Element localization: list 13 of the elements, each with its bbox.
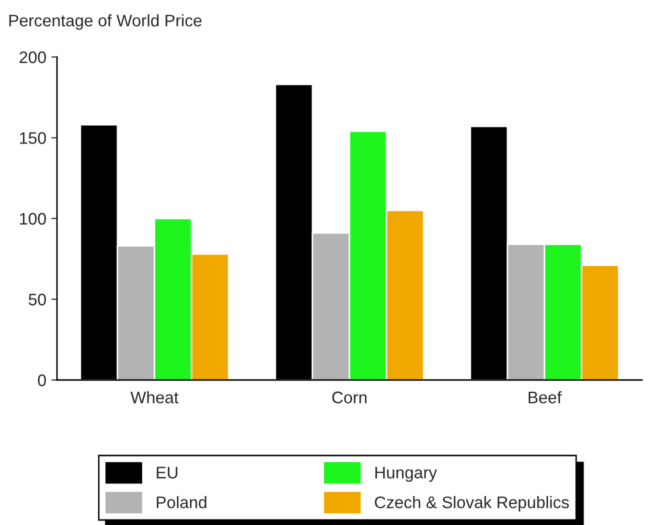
legend-label: Poland [156, 496, 206, 508]
legend-label: EU [156, 466, 178, 478]
y-tick-label: 100 [20, 212, 46, 225]
y-tick-label: 200 [20, 51, 46, 64]
x-tick-label: Wheat [130, 391, 178, 404]
y-tick-label: 0 [38, 374, 46, 386]
legend-label: Czech & Slovak Republics [374, 496, 569, 512]
y-axis-title: Percentage of World Price [9, 14, 202, 30]
x-tick-label: Beef [528, 391, 562, 404]
legend-label: Hungary [375, 466, 437, 482]
y-tick-label: 150 [20, 132, 46, 144]
x-tick-label: Corn [332, 392, 366, 404]
y-tick-label: 50 [28, 294, 46, 306]
